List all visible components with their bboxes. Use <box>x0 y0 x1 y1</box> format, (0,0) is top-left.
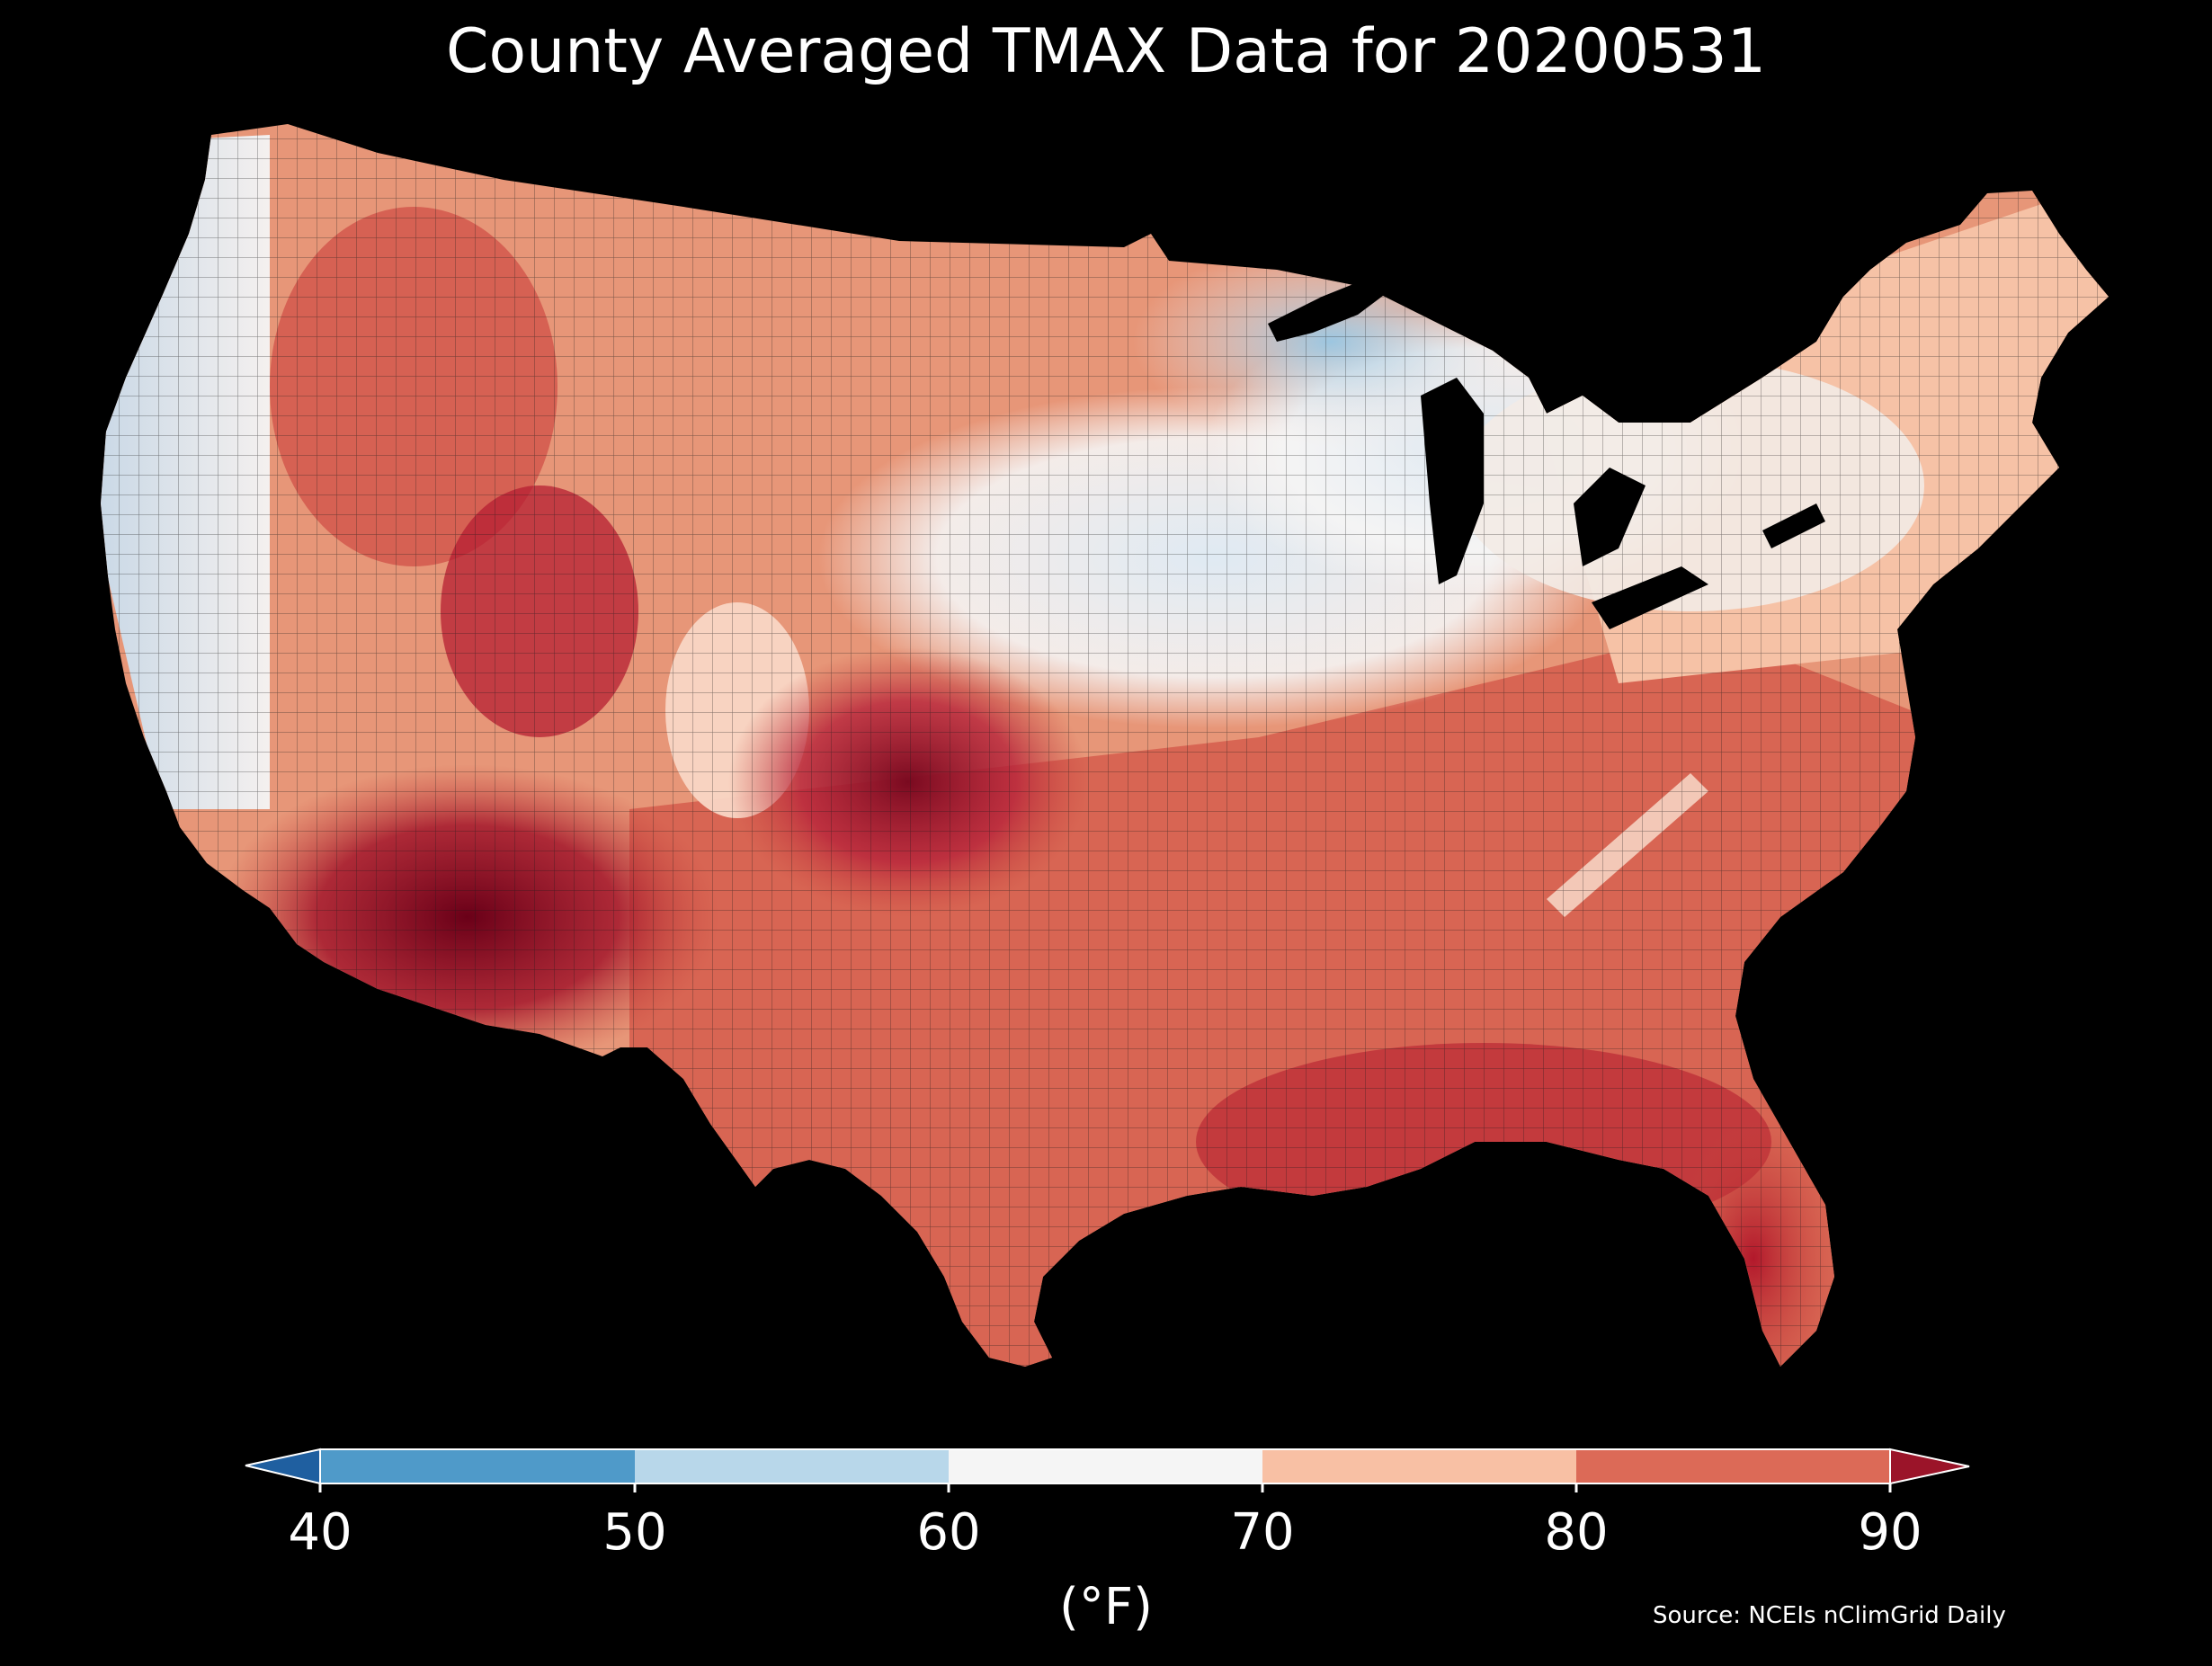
county-fill-layer <box>101 124 2109 1367</box>
colorbar-unit-label: (°F) <box>1059 1578 1153 1636</box>
colorbar-tick-80: 80 <box>1544 1503 1609 1562</box>
source-credit: Source: NCEIs nClimGrid Daily <box>1653 1602 2006 1629</box>
colorbar-under-arrow <box>245 1448 321 1485</box>
colorbar-tick-90: 90 <box>1858 1503 1922 1562</box>
colorbar-bin <box>1262 1449 1576 1483</box>
colorbar-tick-50: 50 <box>602 1503 667 1562</box>
colorbar-tick-60: 60 <box>916 1503 981 1562</box>
colorbar-tick-70: 70 <box>1230 1503 1295 1562</box>
colorbar-bin <box>320 1449 635 1483</box>
colorbar-over-arrow <box>1889 1448 1970 1485</box>
colorbar-tick-40: 40 <box>288 1503 352 1562</box>
colorbar-bin <box>635 1449 949 1483</box>
great-lakes <box>1268 279 1825 629</box>
colorbar <box>245 1448 1970 1492</box>
colorbar-bin <box>1576 1449 1890 1483</box>
map-title: County Averaged TMAX Data for 20200531 <box>446 16 1766 87</box>
colorbar-bin <box>949 1449 1262 1483</box>
